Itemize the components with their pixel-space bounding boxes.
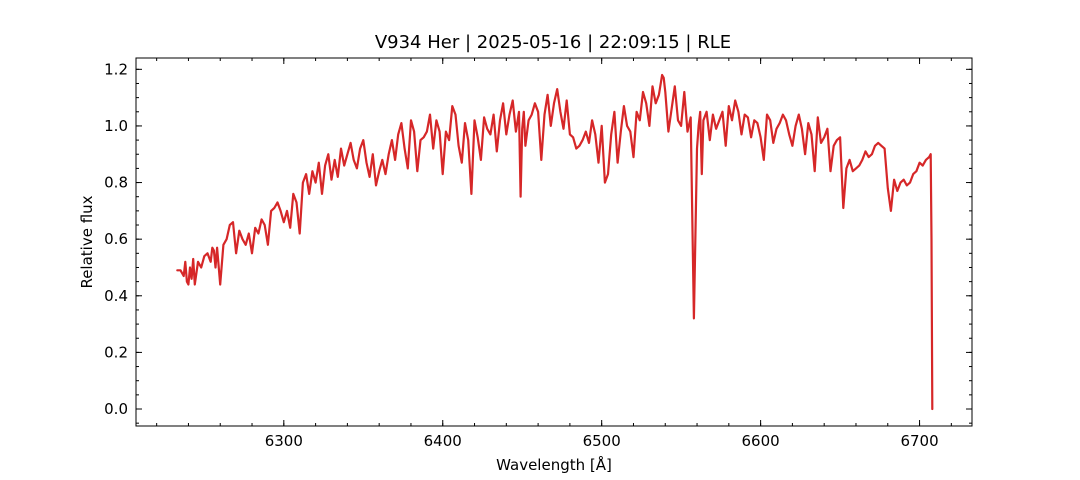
x-axis-label: Wavelength [Å] (496, 455, 612, 474)
ticks-layer: 6300 6400 6500 6600 6700 0.0 0.2 0.4 0.6 0.8 1.0 1.… (104, 58, 972, 450)
x-tick-label: 6700 (900, 432, 938, 450)
x-tick-label: 6500 (583, 432, 621, 450)
x-tick-label: 6400 (424, 432, 462, 450)
y-tick-label: 0.4 (104, 287, 128, 305)
spectrum-line (176, 73, 934, 411)
y-tick-label: 0.0 (104, 400, 128, 418)
y-tick-label: 1.2 (104, 60, 128, 78)
chart-title: V934 Her | 2025-05-16 | 22:09:15 | RLE (375, 32, 731, 53)
y-tick-label: 0.8 (104, 174, 128, 192)
y-tick-label: 0.6 (104, 230, 128, 248)
x-tick-label: 6300 (265, 432, 303, 450)
y-tick-label: 1.0 (104, 117, 128, 135)
y-tick-label: 0.2 (104, 343, 128, 361)
plot-frame (135, 57, 973, 427)
y-axis-label: Relative flux (78, 195, 96, 288)
x-tick-label: 6600 (742, 432, 780, 450)
